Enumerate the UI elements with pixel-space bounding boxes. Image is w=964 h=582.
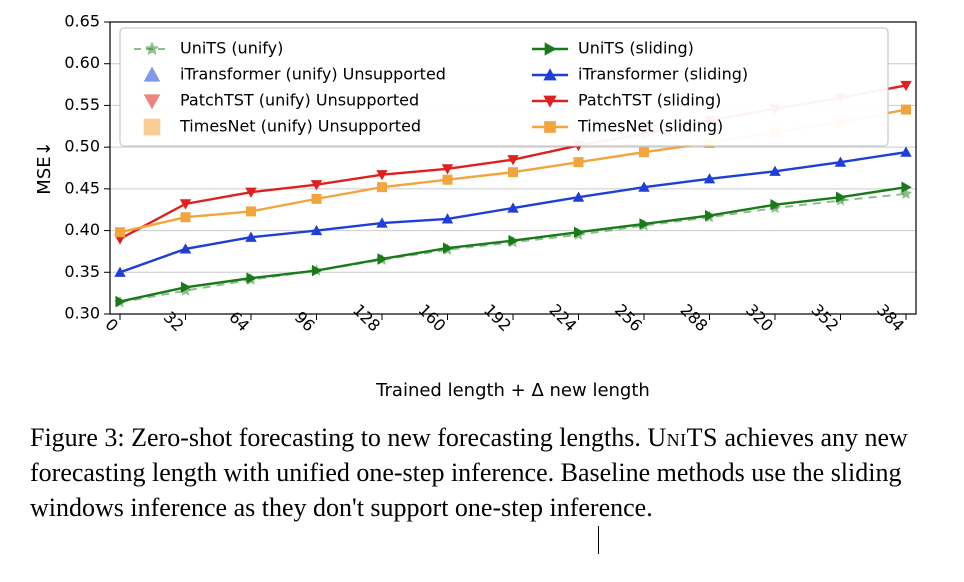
- svg-text:0.35: 0.35: [64, 262, 100, 281]
- svg-text:Trained length + Δ new length: Trained length + Δ new length: [375, 380, 650, 401]
- svg-text:0.55: 0.55: [64, 95, 100, 114]
- text-cursor: [598, 526, 599, 554]
- figure-caption: Figure 3: Zero-shot forecasting to new f…: [30, 420, 934, 525]
- svg-text:PatchTST (sliding): PatchTST (sliding): [578, 91, 721, 110]
- svg-text:0: 0: [101, 315, 122, 336]
- svg-text:0.45: 0.45: [64, 178, 100, 197]
- svg-text:PatchTST (unify) Unsupported: PatchTST (unify) Unsupported: [180, 91, 419, 110]
- line-chart: 03264961281601922242562883203523840.300.…: [30, 10, 934, 410]
- svg-text:TimesNet (unify) Unsupported: TimesNet (unify) Unsupported: [179, 117, 421, 136]
- svg-text:UniTS (sliding): UniTS (sliding): [578, 39, 694, 58]
- svg-text:0.30: 0.30: [64, 304, 100, 323]
- svg-text:TimesNet (sliding): TimesNet (sliding): [577, 117, 723, 136]
- page-root: 03264961281601922242562883203523840.300.…: [0, 0, 964, 582]
- svg-text:0.65: 0.65: [64, 12, 100, 31]
- chart-container: 03264961281601922242562883203523840.300.…: [30, 10, 934, 410]
- svg-text:UniTS (unify): UniTS (unify): [180, 39, 283, 58]
- svg-text:MSE↓: MSE↓: [34, 141, 55, 194]
- svg-text:0.50: 0.50: [64, 137, 100, 156]
- legend: UniTS (unify) iTransformer (unify) Unsupp…: [120, 28, 888, 146]
- svg-text:iTransformer (sliding): iTransformer (sliding): [578, 65, 748, 84]
- svg-text:0.60: 0.60: [64, 53, 100, 72]
- svg-text:iTransformer (unify) Unsupport: iTransformer (unify) Unsupported: [180, 65, 446, 84]
- caption-prefix: Figure 3:: [30, 423, 131, 452]
- svg-text:0.40: 0.40: [64, 220, 100, 239]
- caption-body: Zero-shot forecasting to new forecasting…: [30, 423, 908, 522]
